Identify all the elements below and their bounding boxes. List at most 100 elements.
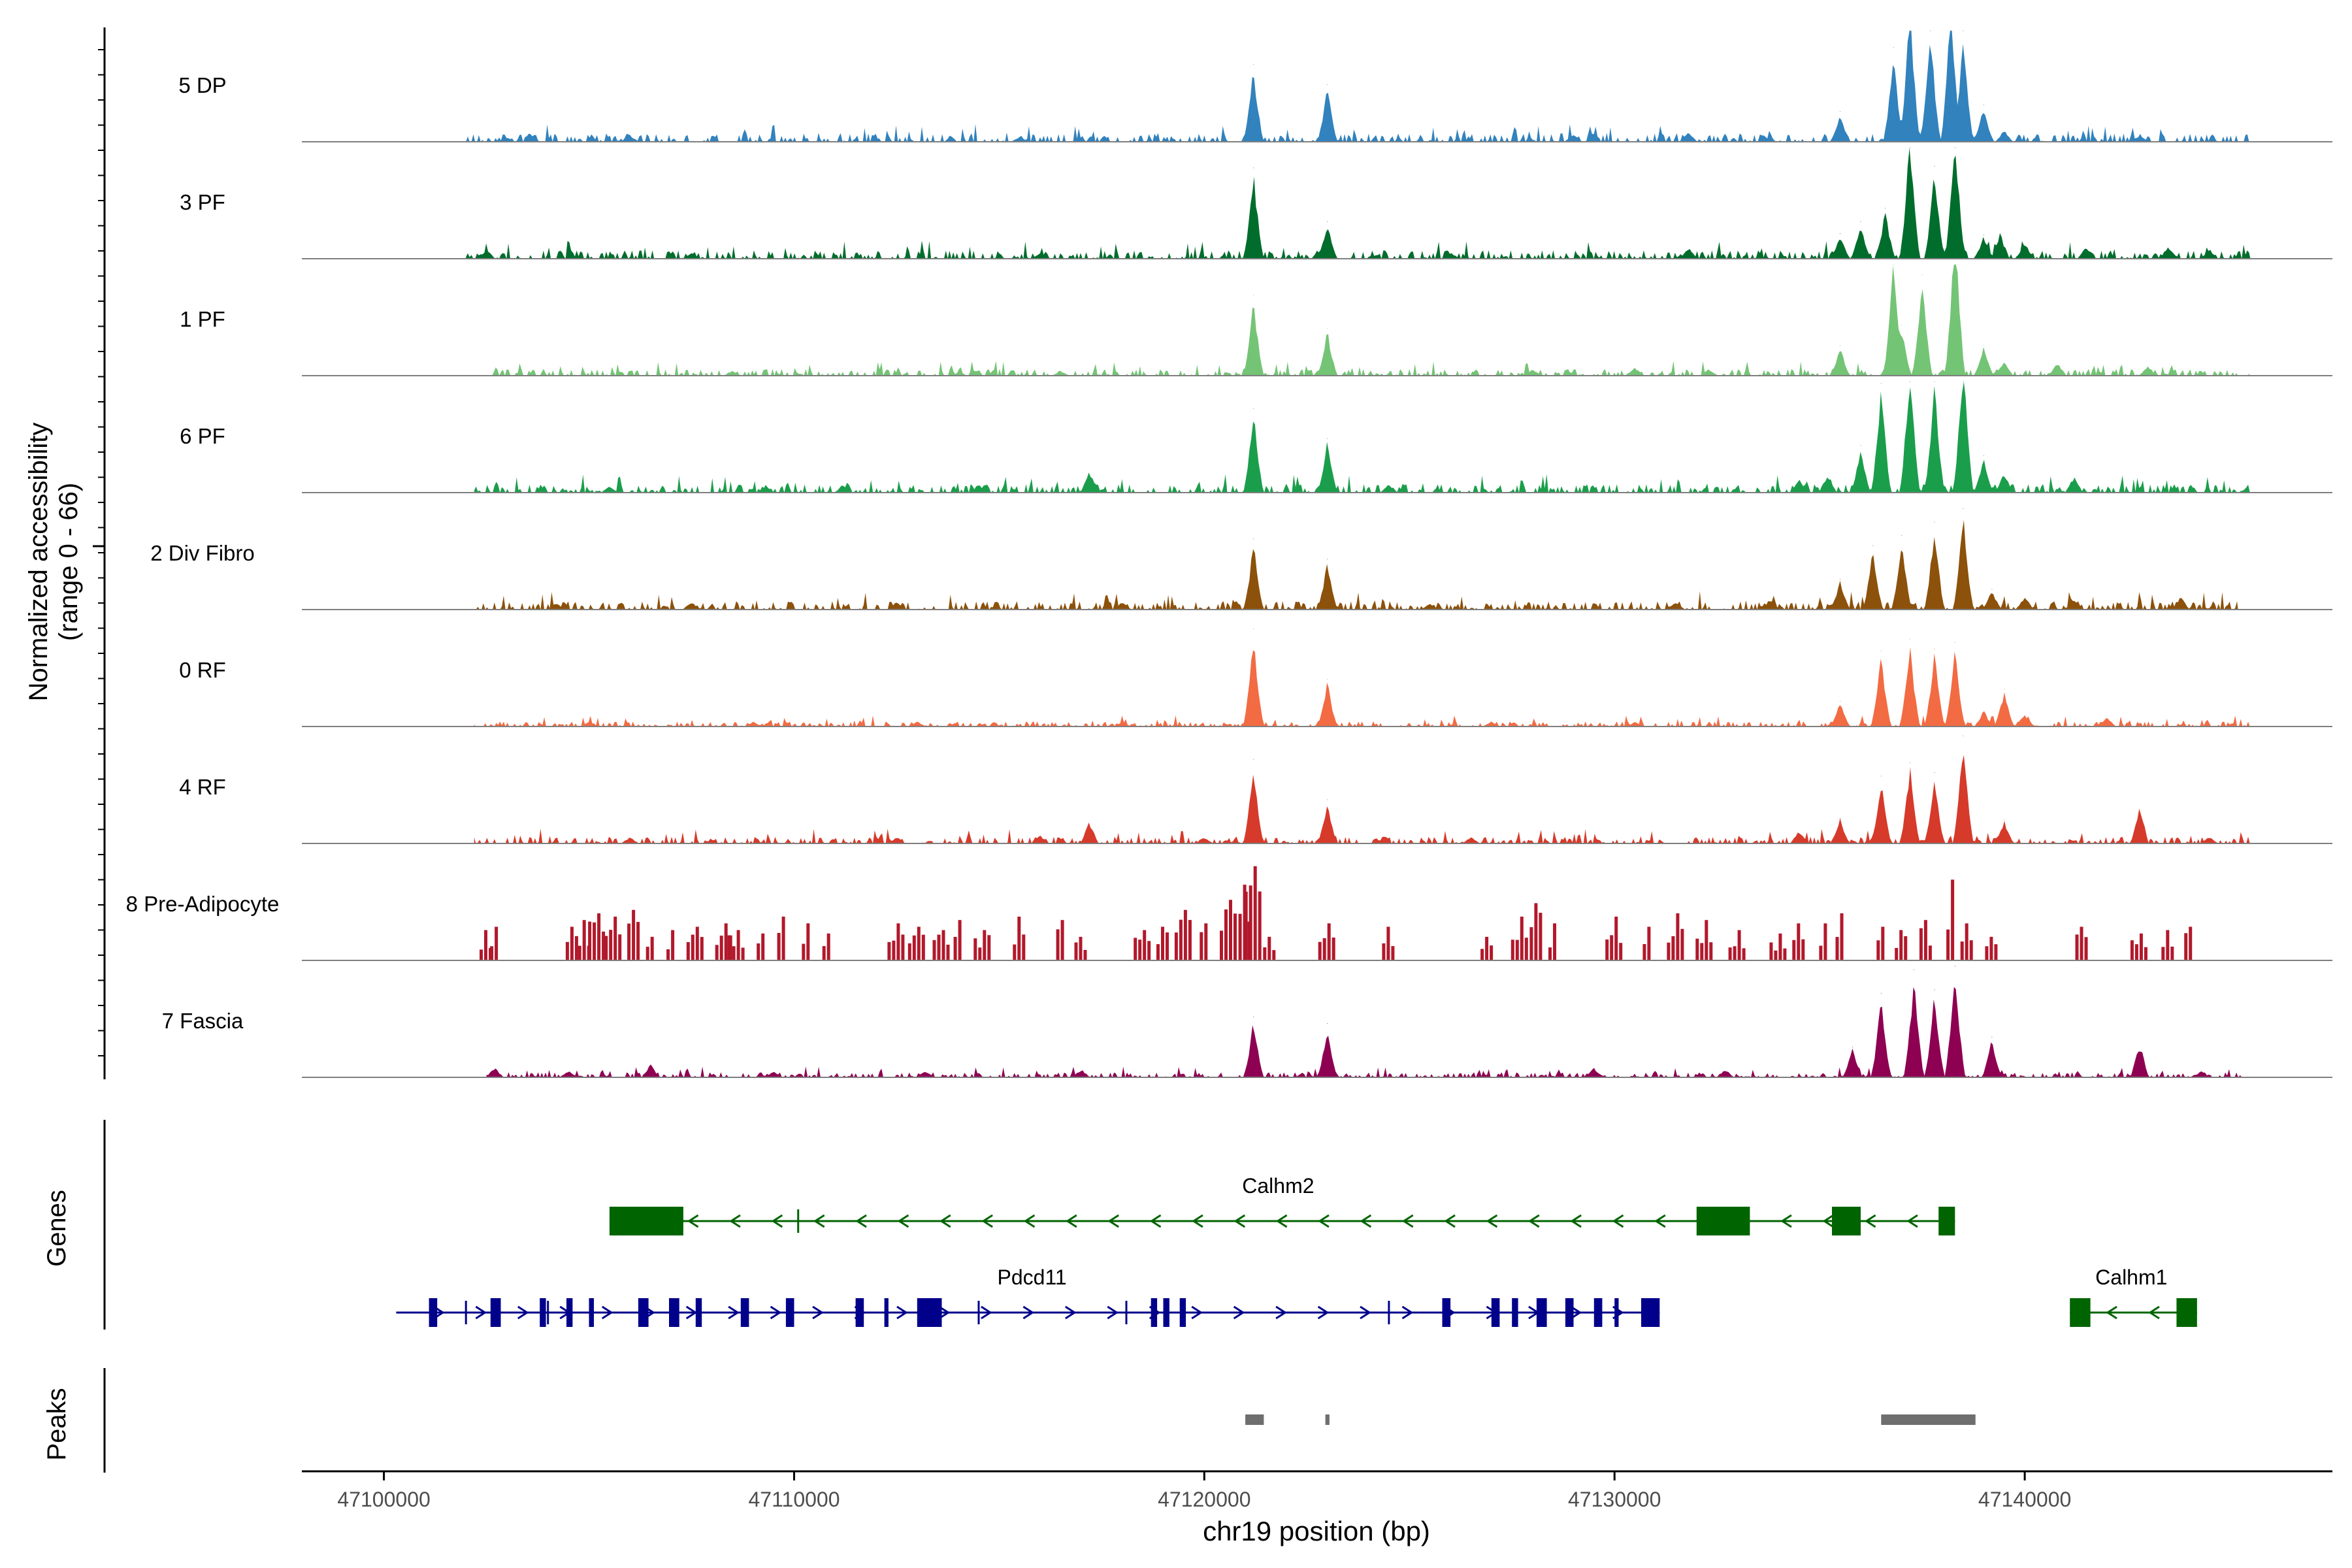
strand-arrow (1149, 1214, 1162, 1228)
x-tick-label: 47100000 (337, 1488, 430, 1511)
coverage-bar (1244, 891, 1248, 960)
coverage-bar (588, 921, 592, 960)
coverage-bar (1166, 932, 1169, 960)
coverage-bar (686, 942, 690, 960)
coverage-bar (1017, 917, 1021, 960)
y-axis-label: Normalized accessibility (24, 423, 53, 702)
coverage-bar (609, 930, 613, 960)
coverage-bar (1391, 946, 1395, 960)
coverage-bar (1327, 923, 1331, 960)
coverage-bar (1778, 933, 1782, 960)
gene-label: Calhm2 (1242, 1174, 1314, 1198)
exon (589, 1298, 594, 1327)
strand-arrow (1780, 1214, 1792, 1228)
coverage-bar (1386, 926, 1390, 960)
coverage-bar (1700, 943, 1704, 960)
exon (1442, 1298, 1451, 1327)
coverage-bar (727, 935, 731, 960)
strand-arrow (770, 1305, 782, 1320)
coverage-bar (1671, 936, 1675, 960)
coverage-bar (1783, 948, 1787, 960)
strand-arrow (1570, 1305, 1582, 1320)
coverage-peak (1880, 992, 1882, 994)
exon (429, 1298, 438, 1327)
strand-arrow (1318, 1214, 1330, 1228)
coverage-bar (2184, 933, 2188, 960)
coverage-bar (2139, 933, 2143, 960)
coverage-bar (1876, 940, 1880, 960)
strand-arrow (771, 1214, 783, 1228)
strand-arrow (1654, 1214, 1666, 1228)
exon (917, 1298, 942, 1327)
coverage-bar (1520, 917, 1524, 960)
coverage-bar (1258, 891, 1262, 960)
coverage-bar (582, 920, 586, 960)
coverage-bar (958, 920, 962, 960)
coverage-bar (1138, 939, 1142, 960)
peak-region (1245, 1414, 1264, 1425)
coverage-bar (1249, 885, 1252, 960)
strand-arrow (1906, 1214, 1918, 1228)
coverage-bar (1318, 941, 1322, 960)
coverage-bar (1183, 909, 1187, 960)
coverage-bar (1614, 917, 1618, 960)
strand-arrow (475, 1305, 487, 1320)
strand-arrow (728, 1305, 740, 1320)
coverage-peak (1253, 408, 1254, 409)
coverage-bar (802, 943, 806, 960)
strand-arrow (1191, 1305, 1203, 1320)
exon (855, 1298, 864, 1327)
coverage-bar (781, 917, 785, 960)
coverage-peak (1253, 167, 1254, 169)
coverage-bar (1946, 929, 1950, 960)
strand-arrow (2148, 1305, 2160, 1320)
coverage-bar (937, 934, 941, 960)
peak-region (1325, 1414, 1330, 1425)
coverage-bar (671, 930, 675, 960)
strand-arrow (981, 1305, 992, 1320)
track-4-rf: 4 RF (179, 735, 2332, 844)
coverage-bar (484, 930, 487, 960)
exon (1491, 1298, 1500, 1327)
coverage-area (474, 755, 2251, 843)
coverage-bar (887, 941, 891, 960)
coverage-peak (1991, 589, 1993, 590)
coverage-bar (1174, 932, 1178, 960)
exon (1614, 1298, 1619, 1327)
coverage-bar (777, 932, 781, 960)
coverage-bar (892, 940, 896, 960)
gene-annotation-track: Calhm2 Pdcd11 Calhm1 (103, 1120, 2197, 1330)
coverage-bar (1220, 930, 1223, 960)
coverage-bar (1253, 866, 1257, 960)
coverage-bar (1179, 919, 1183, 960)
coverage-bar (946, 944, 950, 960)
exon (566, 1298, 573, 1327)
coverage-peak (1860, 445, 1861, 446)
coverage-bar (1951, 879, 1955, 960)
exon (540, 1298, 546, 1327)
coverage-bar (941, 930, 945, 960)
coverage-bar (732, 946, 736, 960)
peak-region (1881, 1414, 1976, 1425)
coverage-bar (1667, 942, 1671, 960)
coverage-bar (1524, 938, 1528, 960)
exon (1536, 1298, 1547, 1327)
coverage-bar (570, 926, 574, 960)
coverage-bar (987, 935, 991, 960)
peaks-track-label: Peaks (42, 1388, 71, 1460)
coverage-bar (826, 933, 830, 960)
coverage-bar (565, 941, 569, 960)
coverage-bar (1188, 920, 1192, 960)
coverage-bar (1156, 944, 1160, 960)
track-1-pf: 1 PF (180, 264, 2332, 376)
track-label: 6 PF (180, 424, 225, 448)
coverage-bar (719, 936, 723, 960)
track-2-div-fibro: 2 Div Fibro (150, 508, 2332, 610)
x-tick-label: 47120000 (1158, 1488, 1250, 1511)
strand-arrow (1275, 1214, 1288, 1228)
strand-arrow (1570, 1214, 1582, 1228)
coverage-peak (1901, 535, 1903, 536)
exon (740, 1298, 749, 1327)
coverage-bar (636, 922, 640, 960)
coverage-bar (1079, 936, 1083, 960)
